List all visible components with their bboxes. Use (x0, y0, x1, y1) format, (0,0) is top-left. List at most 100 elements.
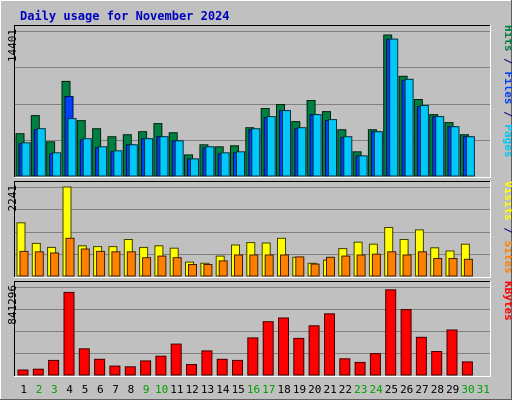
bar-kbytes-day-22 (339, 358, 351, 376)
bar-pages-day-27 (419, 105, 429, 177)
x-tick-label: 5 (82, 383, 89, 396)
bar-sites-day-3 (50, 252, 60, 277)
bar-pages-day-8 (128, 144, 138, 177)
bar-pages-day-16 (251, 128, 261, 177)
bar-pages-day-10 (159, 136, 169, 177)
bar-kbytes-day-12 (186, 364, 197, 376)
bar-sites-day-24 (371, 253, 381, 277)
legend: Visits / Sites (502, 181, 512, 274)
bar-kbytes-day-16 (247, 337, 259, 376)
bar-pages-day-3 (52, 152, 62, 177)
bar-kbytes-day-4 (63, 291, 75, 376)
bar-pages-day-29 (450, 126, 460, 177)
bar-pages-day-20 (312, 114, 322, 177)
panel-middle: 2241 Visits / Sites (6, 181, 512, 278)
bar-pages-day-21 (328, 119, 337, 177)
bar-pages-day-14 (220, 152, 230, 177)
bar-sites-day-9 (142, 257, 152, 277)
x-tick-label: 6 (97, 383, 104, 396)
x-tick-label: 9 (143, 383, 150, 396)
bar-sites-day-2 (34, 251, 44, 277)
bar-sites-day-12 (188, 264, 197, 277)
bar-sites-day-27 (417, 251, 427, 277)
x-axis-labels: 1 2 3 4 5 6 7 8 9 10 11 12 13 14 15 16 17 18 19 20 21 22 23 24 2… (20, 383, 490, 396)
x-tick-label: 27 (415, 383, 428, 396)
x-tick-label: 1 (20, 383, 27, 396)
x-tick-label: 29 (446, 383, 459, 396)
x-tick-label: 19 (293, 383, 306, 396)
bar-kbytes-day-2 (32, 368, 44, 376)
x-tick-label: 8 (128, 383, 135, 396)
bar-sites-day-23 (356, 254, 366, 277)
bar-pages-day-5 (82, 138, 92, 177)
bar-kbytes-day-19 (293, 337, 305, 376)
bar-pages-day-7 (113, 150, 123, 177)
y-axis-max-label: 841296 (6, 285, 19, 325)
bar-sites-day-29 (448, 258, 458, 277)
bar-kbytes-day-9 (140, 360, 152, 376)
legend-item: Sites (502, 241, 512, 274)
bar-kbytes-day-26 (400, 309, 412, 376)
bar-pages-day-23 (358, 155, 368, 177)
bar-sites-day-1 (19, 250, 29, 277)
bar-kbytes-day-25 (385, 289, 397, 376)
x-tick-label: 28 (431, 383, 444, 396)
bar-pages-day-1 (21, 142, 31, 177)
bar-kbytes-day-18 (278, 317, 289, 376)
bar-sites-day-17 (264, 254, 274, 277)
legend-item: Files (502, 71, 512, 104)
legend-item: Pages (502, 124, 512, 157)
x-tick-label: 20 (308, 383, 321, 396)
legend-item: Visits (502, 181, 512, 221)
bar-kbytes-day-30 (461, 361, 473, 376)
bar-pages-day-26 (404, 78, 414, 177)
bar-kbytes-day-5 (78, 348, 90, 376)
legend-item: / (502, 52, 512, 72)
bar-kbytes-day-20 (308, 325, 320, 376)
bar-kbytes-day-17 (262, 321, 274, 376)
y-axis-max-label: 14401 (6, 29, 19, 62)
x-tick-label: 21 (323, 383, 336, 396)
legend-item: KBytes (502, 281, 512, 321)
chart-panels: 14401 Hits / Files / Pages 2241 Visits / Si… (6, 25, 512, 377)
bar-sites-day-19 (295, 256, 305, 277)
bar-pages-day-25 (389, 38, 399, 177)
legend-item: / (502, 221, 512, 241)
bar-sites-day-13 (203, 264, 213, 277)
bar-kbytes-day-7 (109, 365, 121, 376)
bar-kbytes-day-8 (124, 366, 136, 376)
bar-sites-day-7 (111, 251, 121, 277)
bar-sites-day-15 (234, 254, 243, 277)
bar-pages-day-12 (190, 158, 199, 177)
bar-kbytes-day-3 (48, 359, 60, 376)
bar-sites-day-30 (463, 258, 473, 277)
bar-sites-day-22 (341, 255, 351, 277)
bar-kbytes-day-15 (232, 359, 243, 376)
bar-kbytes-day-11 (170, 343, 182, 376)
bar-sites-day-16 (249, 254, 259, 277)
bar-pages-day-28 (435, 116, 445, 177)
x-tick-label: 15 (232, 383, 245, 396)
bar-pages-day-19 (297, 127, 307, 177)
bar-sites-day-20 (310, 263, 320, 277)
bar-sites-day-5 (80, 248, 90, 277)
x-tick-label: 24 (369, 383, 383, 396)
bar-pages-day-18 (282, 110, 291, 177)
legend-item: Hits (502, 25, 512, 52)
bar-kbytes-day-28 (431, 351, 443, 376)
bar-sites-day-4 (65, 237, 75, 277)
bar-kbytes-day-14 (216, 358, 228, 376)
chart-title: Daily usage for November 2024 (20, 9, 230, 23)
bar-pages-day-30 (465, 136, 475, 177)
bar-sites-day-21 (326, 256, 335, 277)
bar-kbytes-day-21 (324, 313, 335, 376)
bar-pages-day-9 (144, 138, 154, 177)
bar-sites-day-26 (402, 254, 412, 277)
x-tick-label: 26 (400, 383, 413, 396)
x-tick-label: 10 (155, 383, 168, 396)
legend: KBytes (502, 281, 512, 321)
panel-bottom: 841296 KBytes (6, 281, 512, 377)
bar-pages-day-6 (98, 146, 108, 177)
panel-top: 14401 Hits / Files / Pages (6, 25, 512, 178)
